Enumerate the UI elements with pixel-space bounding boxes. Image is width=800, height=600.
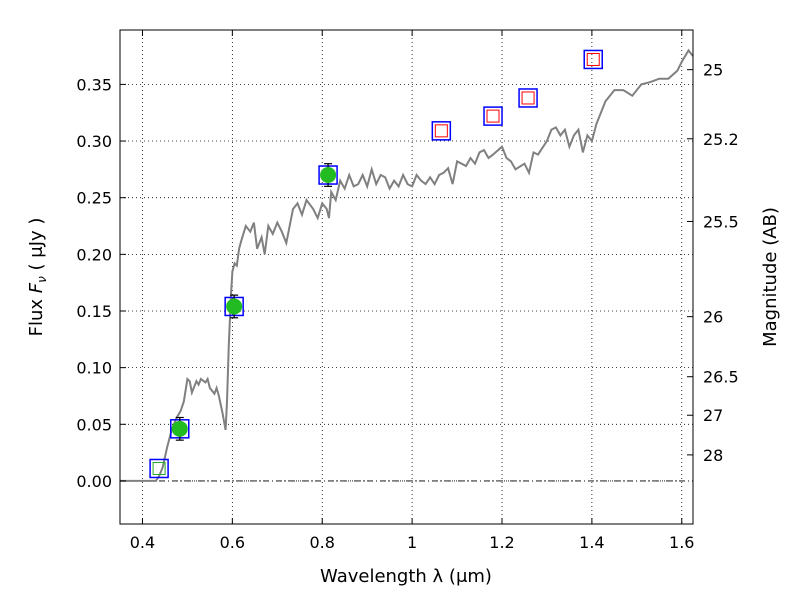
faint-point-square: [152, 461, 166, 475]
y-tick-label: 0.20: [76, 245, 112, 264]
ticks-layer: 0.4 0.6 0.8 1 1.2 1.4 1.6 0.00 0.05 0.10 0.15 0.20 0…: [76, 30, 739, 552]
model-point-square: [431, 121, 452, 141]
detection-point: [226, 298, 243, 315]
right-tick-label: 26: [703, 308, 723, 327]
x-tick-label: 1: [407, 533, 417, 552]
spectrum-layer: [120, 48, 694, 482]
upper-limit-square: [434, 124, 448, 138]
model-point-square: [149, 458, 169, 479]
right-tick-label: 28: [703, 446, 723, 465]
y-tick-label: 0.30: [76, 132, 112, 151]
detection-point: [171, 420, 188, 437]
points-layer: [149, 49, 603, 479]
upper-limit-square: [586, 52, 600, 66]
right-tick-label: 27: [703, 406, 723, 425]
upper-limit-square: [486, 109, 500, 123]
model-point-square: [518, 88, 538, 108]
model-spectrum-line: [120, 48, 694, 482]
right-axis-label: Magnitude (AB): [760, 207, 781, 347]
upper-limit-square: [521, 91, 535, 105]
x-tick-label: 0.4: [130, 533, 155, 552]
right-tick-label: 25.5: [703, 212, 739, 231]
y-tick-label: 0.10: [76, 359, 112, 378]
y-tick-label: 0.25: [76, 189, 112, 208]
x-tick-label: 1.2: [489, 533, 514, 552]
right-tick-label: 25.2: [703, 130, 739, 149]
model-point-square: [483, 106, 503, 126]
y-tick-label: 0.35: [76, 75, 112, 94]
plot-background: [120, 30, 693, 524]
right-tick-label: 26.5: [703, 368, 739, 387]
y-tick-label: 0.15: [76, 302, 112, 321]
plot-frame: [119, 29, 694, 525]
x-tick-label: 1.6: [669, 533, 694, 552]
x-tick-label: 0.8: [310, 533, 335, 552]
y-axis-label: Flux Fν ( μJy ): [26, 218, 49, 337]
y-tick-label: 0.05: [76, 415, 112, 434]
x-axis-label: Wavelength λ (μm): [320, 566, 492, 587]
y-tick-label: 0.00: [76, 472, 112, 491]
model-point-square: [583, 49, 603, 70]
x-tick-label: 0.6: [220, 533, 245, 552]
detection-point: [320, 167, 337, 184]
right-tick-label: 25: [703, 61, 723, 80]
x-tick-label: 1.4: [579, 533, 604, 552]
